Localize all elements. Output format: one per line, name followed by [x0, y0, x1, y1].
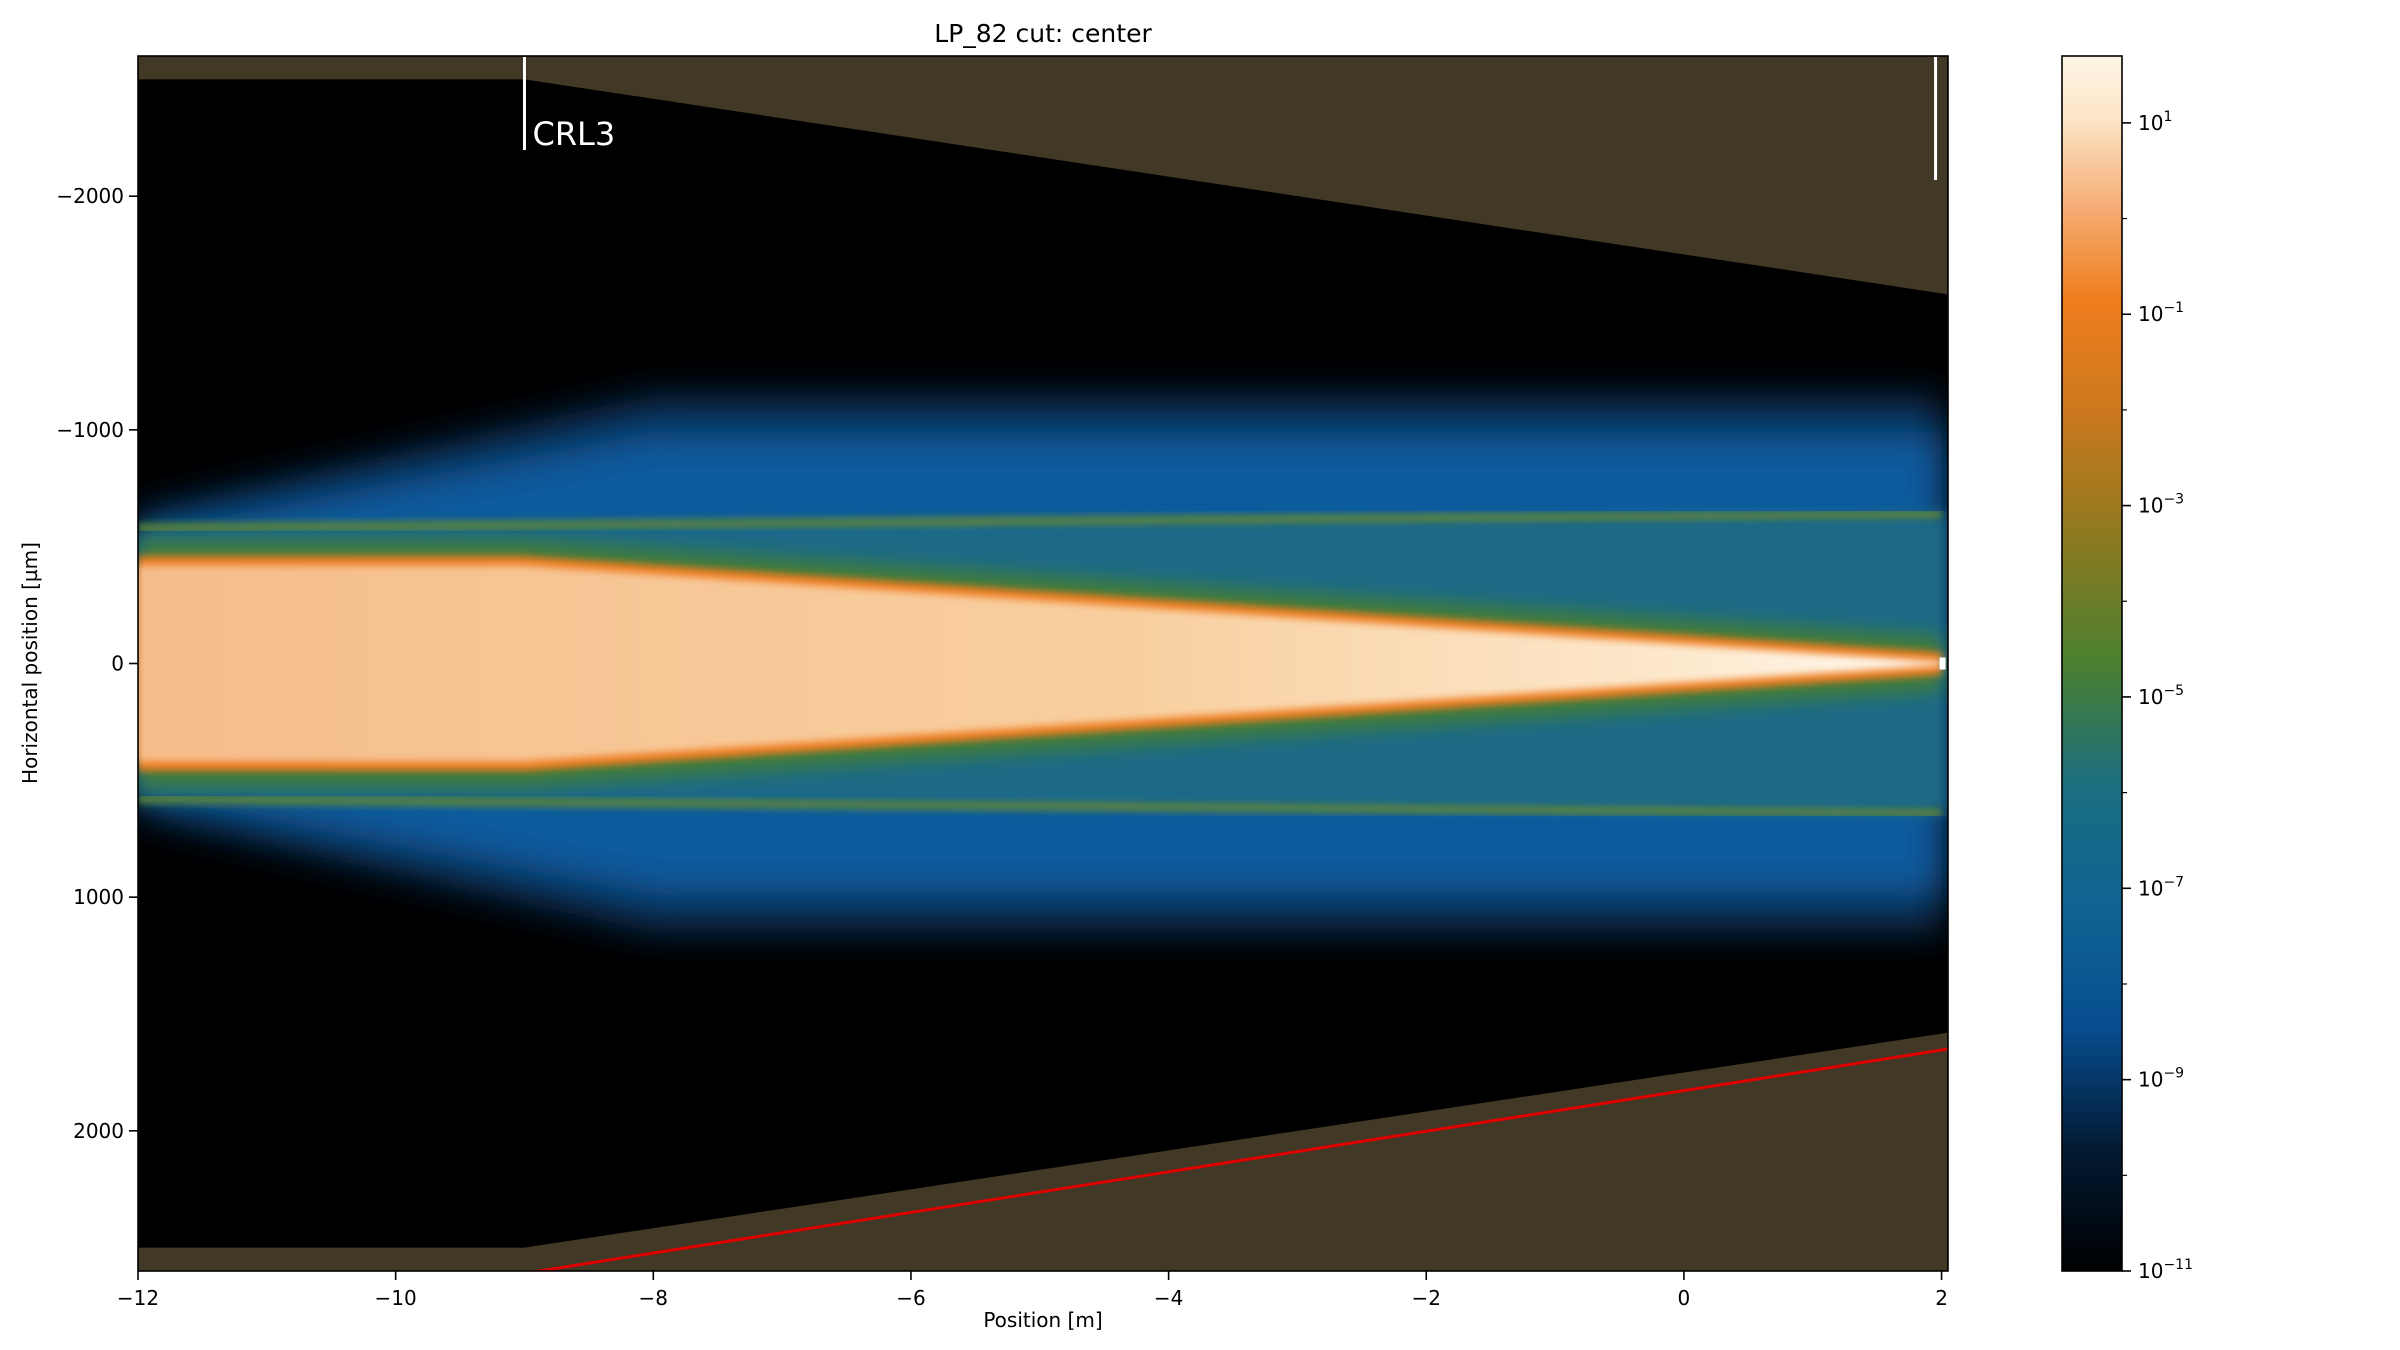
x-tick-label: −6: [896, 1286, 925, 1310]
x-tick-label: −4: [1154, 1286, 1183, 1310]
red-boundary-line: [529, 1047, 1948, 1271]
colorbar: 101 10−1 10−3 10−5 10−7 10−9 10−11: [2061, 55, 2193, 1283]
y-axis-label: Horizontal position [µm]: [18, 542, 42, 784]
y-tick-label: 1000: [73, 885, 124, 909]
chart-title: LP_82 cut: center: [934, 19, 1152, 48]
x-tick-label: 0: [1678, 1286, 1691, 1310]
colorbar-tick-label: 10−7: [2138, 874, 2184, 900]
x-tick-label: −10: [375, 1286, 417, 1310]
colorbar-tick-label: 101: [2138, 109, 2172, 135]
colorbar-gradient: [2061, 55, 2123, 1272]
beam-core: [138, 565, 1942, 762]
y-tick-label: 2000: [73, 1119, 124, 1143]
colorbar-tick-label: 10−3: [2138, 492, 2184, 518]
element-markers: CRL3: [522, 57, 1946, 670]
aperture-boundary: [138, 56, 1948, 1271]
x-axis: −12 −10 −8 −6 −4 −2 0 2: [117, 1271, 1948, 1310]
marker-label: CRL3: [532, 115, 615, 153]
colorbar-tick-label: 10−1: [2138, 300, 2184, 326]
x-tick-label: −2: [1412, 1286, 1441, 1310]
x-tick-label: −8: [639, 1286, 668, 1310]
x-tick-label: −12: [117, 1286, 159, 1310]
y-tick-label: 0: [111, 652, 124, 676]
beam-fringe-top: [138, 510, 1942, 532]
focus-marker: [1939, 657, 1946, 670]
beam-intensity: [138, 394, 1948, 933]
colorbar-tick-label: 10−5: [2138, 683, 2184, 709]
y-tick-label: −1000: [56, 418, 124, 442]
x-axis-label: Position [m]: [983, 1308, 1102, 1332]
y-tick-label: −2000: [56, 184, 124, 208]
colorbar-tick-label: 10−9: [2138, 1066, 2184, 1092]
plot-area: [138, 56, 1948, 1271]
colorbar-ticks: 101 10−1 10−3 10−5 10−7 10−9 10−11: [2122, 109, 2193, 1283]
aperture-top-region: [138, 56, 1948, 295]
colorbar-tick-label: 10−11: [2138, 1257, 2193, 1283]
y-axis: −2000 −1000 0 1000 2000: [56, 184, 138, 1143]
x-tick-label: 2: [1935, 1286, 1948, 1310]
beam-fringe-bottom: [138, 795, 1942, 817]
aperture-bottom-region: [138, 1032, 1948, 1271]
